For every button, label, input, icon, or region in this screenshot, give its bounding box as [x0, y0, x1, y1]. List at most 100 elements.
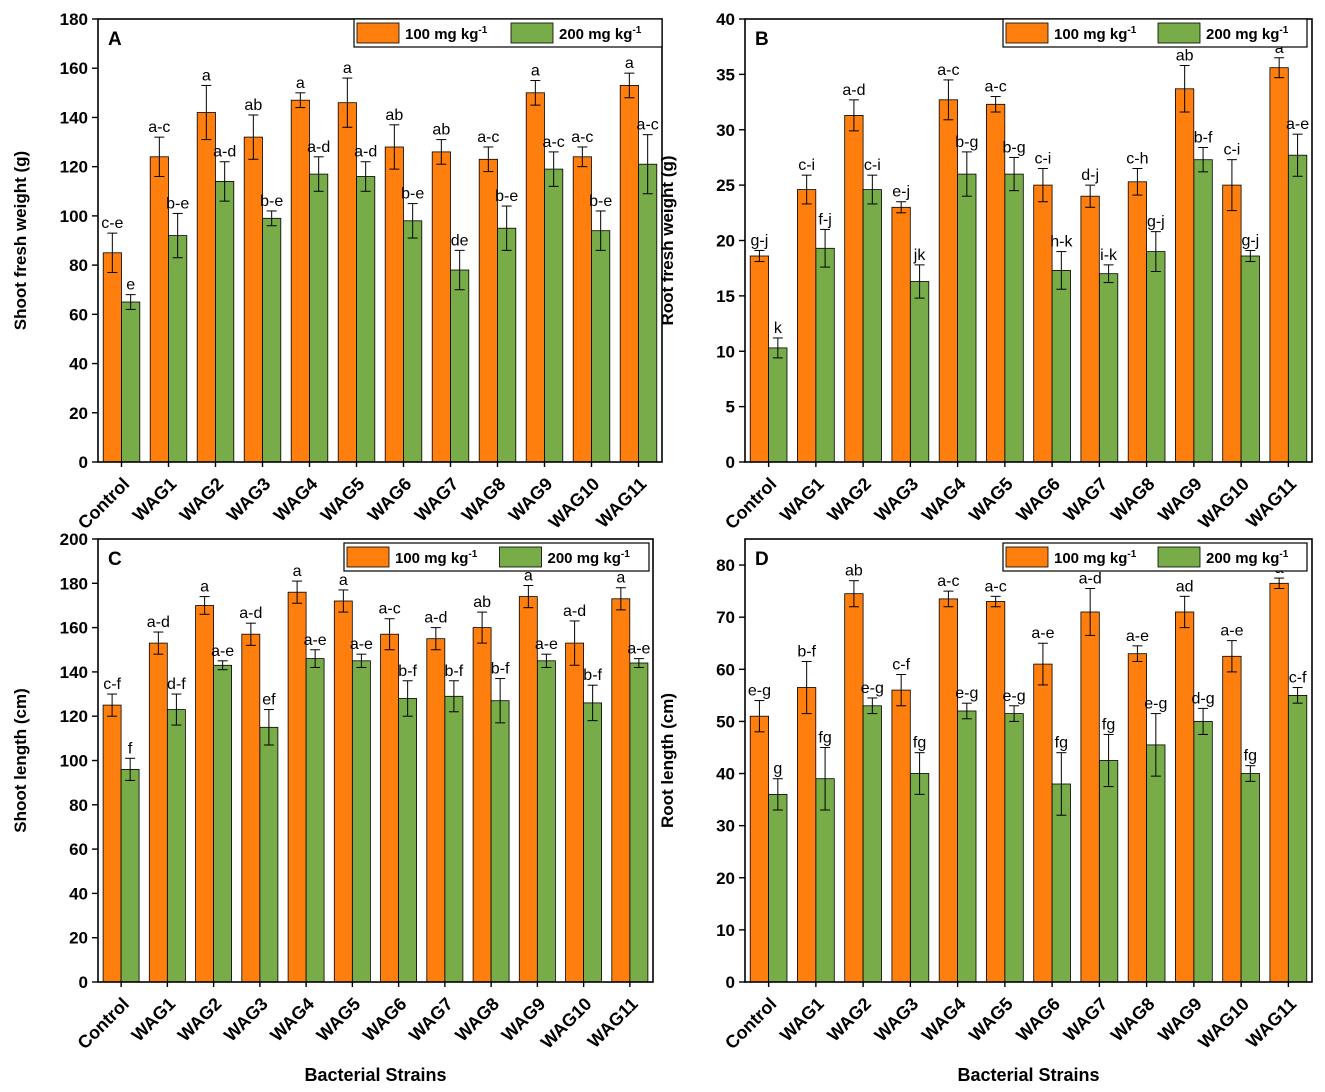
- error-bar: [1245, 765, 1256, 782]
- error-bar: [1103, 264, 1114, 284]
- error-bar: [1056, 752, 1067, 816]
- bar-200-wag6: [403, 220, 423, 463]
- legend-label-sup: -1: [1279, 549, 1288, 560]
- significance-label: d-j: [1081, 167, 1099, 184]
- error-bar: [107, 232, 118, 273]
- bar-100-wag5: [333, 600, 353, 983]
- error-bar: [642, 134, 653, 195]
- significance-label: c-h: [1126, 151, 1148, 168]
- significance-label: b-f: [1194, 129, 1213, 146]
- bar-100-wag7: [431, 151, 451, 463]
- error-bar: [820, 746, 831, 811]
- y-tick-label: 0: [726, 973, 735, 992]
- legend: 100 mg kg-1 200 mg kg-1: [343, 542, 650, 572]
- error-bar: [1245, 249, 1256, 263]
- significance-label: b-e: [166, 195, 189, 212]
- significance-label: a-e: [1031, 625, 1054, 642]
- significance-label: c-e: [101, 215, 123, 232]
- significance-label: c-f: [103, 676, 121, 693]
- y-tick-label: 200: [60, 530, 88, 549]
- bar-100-wag7: [1080, 611, 1100, 983]
- bar-200-wag8: [1146, 744, 1166, 983]
- y-tick-label: 5: [726, 398, 735, 417]
- bar-200-wag5: [351, 660, 371, 983]
- x-tick-label: WAG7: [1060, 474, 1112, 526]
- significance-label: ad: [1176, 578, 1194, 595]
- y-tick-label: 120: [60, 707, 88, 726]
- bar-100-wag9: [1175, 88, 1195, 463]
- significance-label: e-g: [1003, 688, 1026, 705]
- significance-label: g-j: [751, 232, 769, 249]
- significance-label: c-i: [1034, 151, 1051, 168]
- y-tick-label: 0: [726, 453, 735, 472]
- error-bar: [772, 337, 783, 359]
- x-tick-label: Control: [74, 474, 133, 533]
- bar-100-wag8: [1127, 181, 1147, 463]
- significance-label: a: [296, 75, 305, 92]
- bar-200-wag8: [1146, 251, 1166, 463]
- x-tick-label: WAG4: [918, 994, 970, 1046]
- error-bar: [201, 84, 212, 141]
- x-tick-label: WAG1: [776, 474, 828, 526]
- bar-200-wag7: [1099, 273, 1119, 463]
- significance-label: i-k: [1100, 247, 1118, 264]
- error-bar: [154, 136, 165, 178]
- error-bar: [1292, 687, 1303, 704]
- error-bar: [1037, 168, 1048, 203]
- significance-label: a-d: [842, 82, 865, 99]
- x-tick-label: WAG8: [1107, 474, 1159, 526]
- error-bar: [530, 80, 541, 106]
- error-bar: [342, 77, 353, 128]
- bar-200-wag10: [583, 702, 602, 983]
- bar-100-wag7: [1080, 195, 1100, 463]
- error-bar: [107, 693, 118, 717]
- bar-100-control: [749, 255, 770, 463]
- significance-label: a-c: [937, 573, 959, 590]
- significance-label: b-e: [589, 193, 612, 210]
- error-bar: [867, 174, 878, 205]
- bar-100-wag3: [241, 633, 261, 983]
- x-tick-label: Control: [74, 994, 133, 1053]
- legend: 100 mg kg-1 200 mg kg-1: [353, 18, 663, 48]
- error-bar: [1103, 733, 1114, 788]
- bar-200-wag1: [815, 247, 835, 463]
- significance-label: a-e: [1220, 623, 1243, 640]
- error-bar: [153, 631, 164, 655]
- y-tick-label: 120: [60, 158, 88, 177]
- y-tick-label: 40: [69, 355, 88, 374]
- legend-label-sup: -1: [632, 25, 641, 36]
- bar-100-wag1: [797, 687, 817, 983]
- bar-200-wag11: [1288, 695, 1308, 983]
- significance-label: a-c: [985, 578, 1007, 595]
- bar-200-wag9: [1193, 721, 1213, 983]
- significance-label: b-f: [491, 661, 510, 678]
- significance-label: ab: [845, 563, 863, 580]
- error-bar: [990, 96, 1001, 113]
- x-tick-label: WAG5: [965, 474, 1017, 526]
- x-tick-label: WAG6: [364, 474, 416, 526]
- y-tick-label: 180: [60, 10, 88, 29]
- bar-200-control: [121, 301, 141, 463]
- bar-100-wag6: [1033, 184, 1053, 463]
- significance-label: a-c: [985, 79, 1007, 96]
- bar-200-wag5: [356, 176, 376, 463]
- x-tick-label: WAG2: [823, 474, 875, 526]
- bar-200-control: [120, 769, 140, 983]
- legend-label-sup: -1: [1127, 25, 1136, 36]
- significance-label: c-i: [1223, 142, 1240, 159]
- x-tick-label: WAG2: [823, 994, 875, 1046]
- bar-100-wag2: [844, 593, 864, 983]
- bar-200-wag11: [1288, 154, 1308, 463]
- bar-200-wag9: [544, 168, 564, 463]
- y-tick-label: 40: [69, 884, 88, 903]
- bar-100-wag11: [1269, 582, 1289, 983]
- error-bar: [1274, 57, 1285, 79]
- error-bar: [820, 228, 831, 268]
- significance-label: a-e: [627, 641, 650, 658]
- error-bar: [338, 589, 349, 613]
- error-bar: [961, 151, 972, 197]
- y-tick-label: 10: [716, 921, 735, 940]
- error-bar: [633, 658, 644, 668]
- error-bar: [867, 697, 878, 715]
- significance-label: a-e: [535, 636, 558, 653]
